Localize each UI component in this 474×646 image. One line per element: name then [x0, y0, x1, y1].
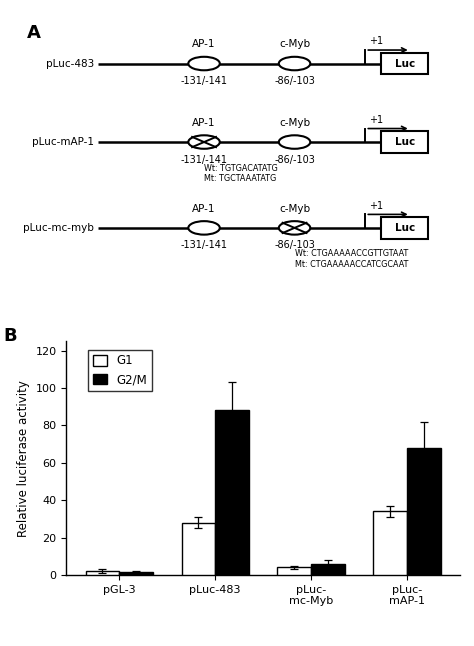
Ellipse shape	[188, 57, 220, 70]
Text: c-Myb: c-Myb	[279, 118, 310, 128]
Text: +1: +1	[369, 115, 383, 125]
Ellipse shape	[279, 57, 310, 70]
FancyBboxPatch shape	[381, 217, 428, 238]
Text: -131/-141: -131/-141	[181, 76, 228, 86]
Y-axis label: Relative luciferase activity: Relative luciferase activity	[17, 380, 30, 537]
Text: Luc: Luc	[394, 59, 415, 68]
Text: AP-1: AP-1	[192, 39, 216, 49]
Bar	[85, 571, 119, 575]
Text: pLuc-mAP-1: pLuc-mAP-1	[32, 137, 94, 147]
Bar	[215, 410, 249, 575]
FancyBboxPatch shape	[381, 131, 428, 153]
Bar	[311, 564, 345, 575]
Bar	[182, 523, 215, 575]
FancyBboxPatch shape	[381, 53, 428, 74]
Text: pLuc-mc-myb: pLuc-mc-myb	[23, 223, 94, 233]
Text: Luc: Luc	[394, 223, 415, 233]
Text: AP-1: AP-1	[192, 203, 216, 214]
Bar	[407, 448, 441, 575]
Ellipse shape	[279, 135, 310, 149]
Text: pLuc-483: pLuc-483	[46, 59, 94, 68]
Text: +1: +1	[369, 201, 383, 211]
Legend: G1, G2/M: G1, G2/M	[88, 349, 152, 391]
Ellipse shape	[188, 135, 220, 149]
Text: Wt: TGTGACATATG: Wt: TGTGACATATG	[204, 163, 278, 172]
Text: -86/-103: -86/-103	[274, 240, 315, 251]
Bar	[374, 512, 407, 575]
Text: Wt: CTGAAAAACCGTTGTAAT: Wt: CTGAAAAACCGTTGTAAT	[294, 249, 408, 258]
Text: c-Myb: c-Myb	[279, 39, 310, 49]
Text: A: A	[27, 25, 41, 42]
Text: -86/-103: -86/-103	[274, 154, 315, 165]
Text: Luc: Luc	[394, 137, 415, 147]
Text: AP-1: AP-1	[192, 118, 216, 128]
Text: Mt: CTGAAAAACCATCGCAAT: Mt: CTGAAAAACCATCGCAAT	[294, 260, 408, 269]
Bar	[119, 572, 153, 575]
Text: -131/-141: -131/-141	[181, 154, 228, 165]
Text: B: B	[3, 328, 17, 346]
Text: c-Myb: c-Myb	[279, 203, 310, 214]
Text: -86/-103: -86/-103	[274, 76, 315, 86]
Text: -131/-141: -131/-141	[181, 240, 228, 251]
Text: Mt: TGCTAAATATG: Mt: TGCTAAATATG	[204, 174, 276, 183]
Bar	[277, 567, 311, 575]
Ellipse shape	[279, 221, 310, 234]
Ellipse shape	[188, 221, 220, 234]
Text: +1: +1	[369, 36, 383, 47]
